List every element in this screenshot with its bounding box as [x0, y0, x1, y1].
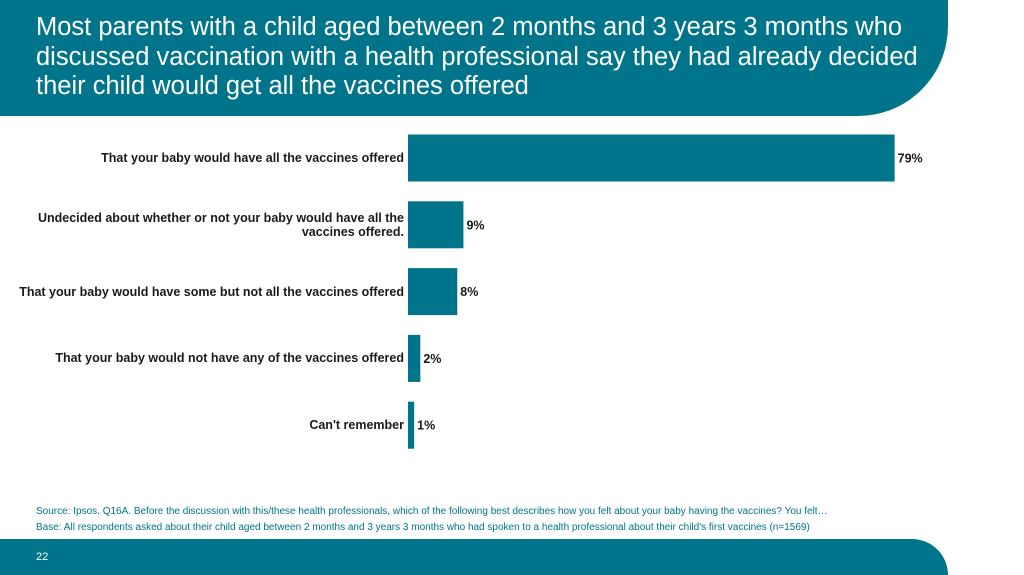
category-label: Undecided about whether or not your baby…	[37, 210, 404, 239]
bar-chart: 79% 9% 8% 2% 1% That your baby would have al…	[0, 125, 1024, 460]
base-text: Base: All respondents asked about their …	[36, 522, 810, 533]
category-label: Can't remember	[309, 418, 404, 433]
source-notes: Source: Ipsos. Q16A. Before the discussi…	[36, 504, 996, 536]
bar	[408, 134, 895, 182]
footer-bar	[0, 539, 948, 575]
bar	[408, 334, 421, 382]
data-label: 9%	[466, 218, 484, 232]
category-label: That your baby would have all the vaccin…	[101, 151, 404, 165]
bar-chart-svg: 79% 9% 8% 2% 1%	[408, 134, 923, 449]
data-label: 1%	[417, 419, 435, 433]
bar	[408, 268, 458, 316]
page-number: 22	[36, 551, 49, 563]
data-label: 79%	[898, 152, 923, 166]
category-label: That your baby would not have any of the…	[55, 351, 404, 366]
bar	[408, 401, 415, 449]
title-banner: Most parents with a child aged between 2…	[0, 0, 948, 116]
source-text: Source: Ipsos. Q16A. Before the discussi…	[36, 506, 828, 517]
category-label: That your baby would have some but not a…	[19, 284, 404, 299]
data-label: 2%	[423, 352, 441, 366]
bar	[408, 201, 464, 249]
data-label: 8%	[460, 285, 478, 299]
slide-title: Most parents with a child aged between 2…	[36, 13, 918, 100]
